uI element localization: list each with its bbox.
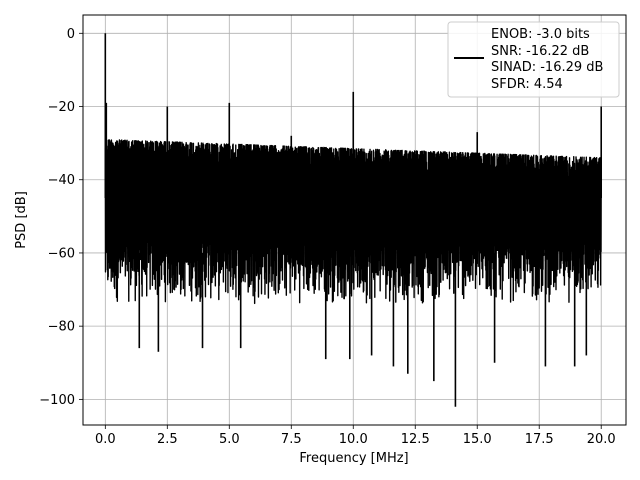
- x-tick-label: 15.0: [463, 432, 492, 447]
- legend: ENOB: -3.0 bits SNR: -16.22 dB SINAD: -1…: [447, 21, 620, 98]
- axes-frame: [82, 14, 627, 426]
- y-axis-ticks: 0 −20 −40 −60 −80 −100: [39, 27, 83, 408]
- x-tick-label: 20.0: [587, 432, 616, 447]
- x-axis-label: Frequency [MHz]: [299, 451, 408, 466]
- y-tick-label: −60: [48, 246, 75, 261]
- legend-line-sinad: SINAD: -16.29 dB: [491, 60, 603, 75]
- x-axis-ticks: 0.0 2.5 5.0 7.5 10.0 12.5 15.0 17.5 20.0: [95, 425, 616, 447]
- y-tick-label: −80: [48, 320, 75, 335]
- y-tick-label: −40: [48, 173, 75, 188]
- x-tick-label: 7.5: [281, 432, 302, 447]
- legend-box: [447, 21, 620, 98]
- legend-line-sfdr: SFDR: 4.54: [491, 77, 563, 92]
- x-tick-label: 2.5: [157, 432, 178, 447]
- x-tick-label: 17.5: [525, 432, 554, 447]
- x-tick-label: 5.0: [219, 432, 240, 447]
- y-tick-label: −100: [39, 393, 75, 408]
- legend-line-snr: SNR: -16.22 dB: [491, 44, 589, 59]
- plot-series: [104, 33, 603, 407]
- legend-line-enob: ENOB: -3.0 bits: [491, 27, 590, 42]
- x-tick-label: 0.0: [95, 432, 116, 447]
- x-tick-label: 10.0: [339, 432, 368, 447]
- y-tick-label: −20: [48, 100, 75, 115]
- y-axis-label: PSD [dB]: [14, 191, 29, 249]
- x-tick-label: 12.5: [401, 432, 430, 447]
- y-tick-label: 0: [67, 27, 75, 42]
